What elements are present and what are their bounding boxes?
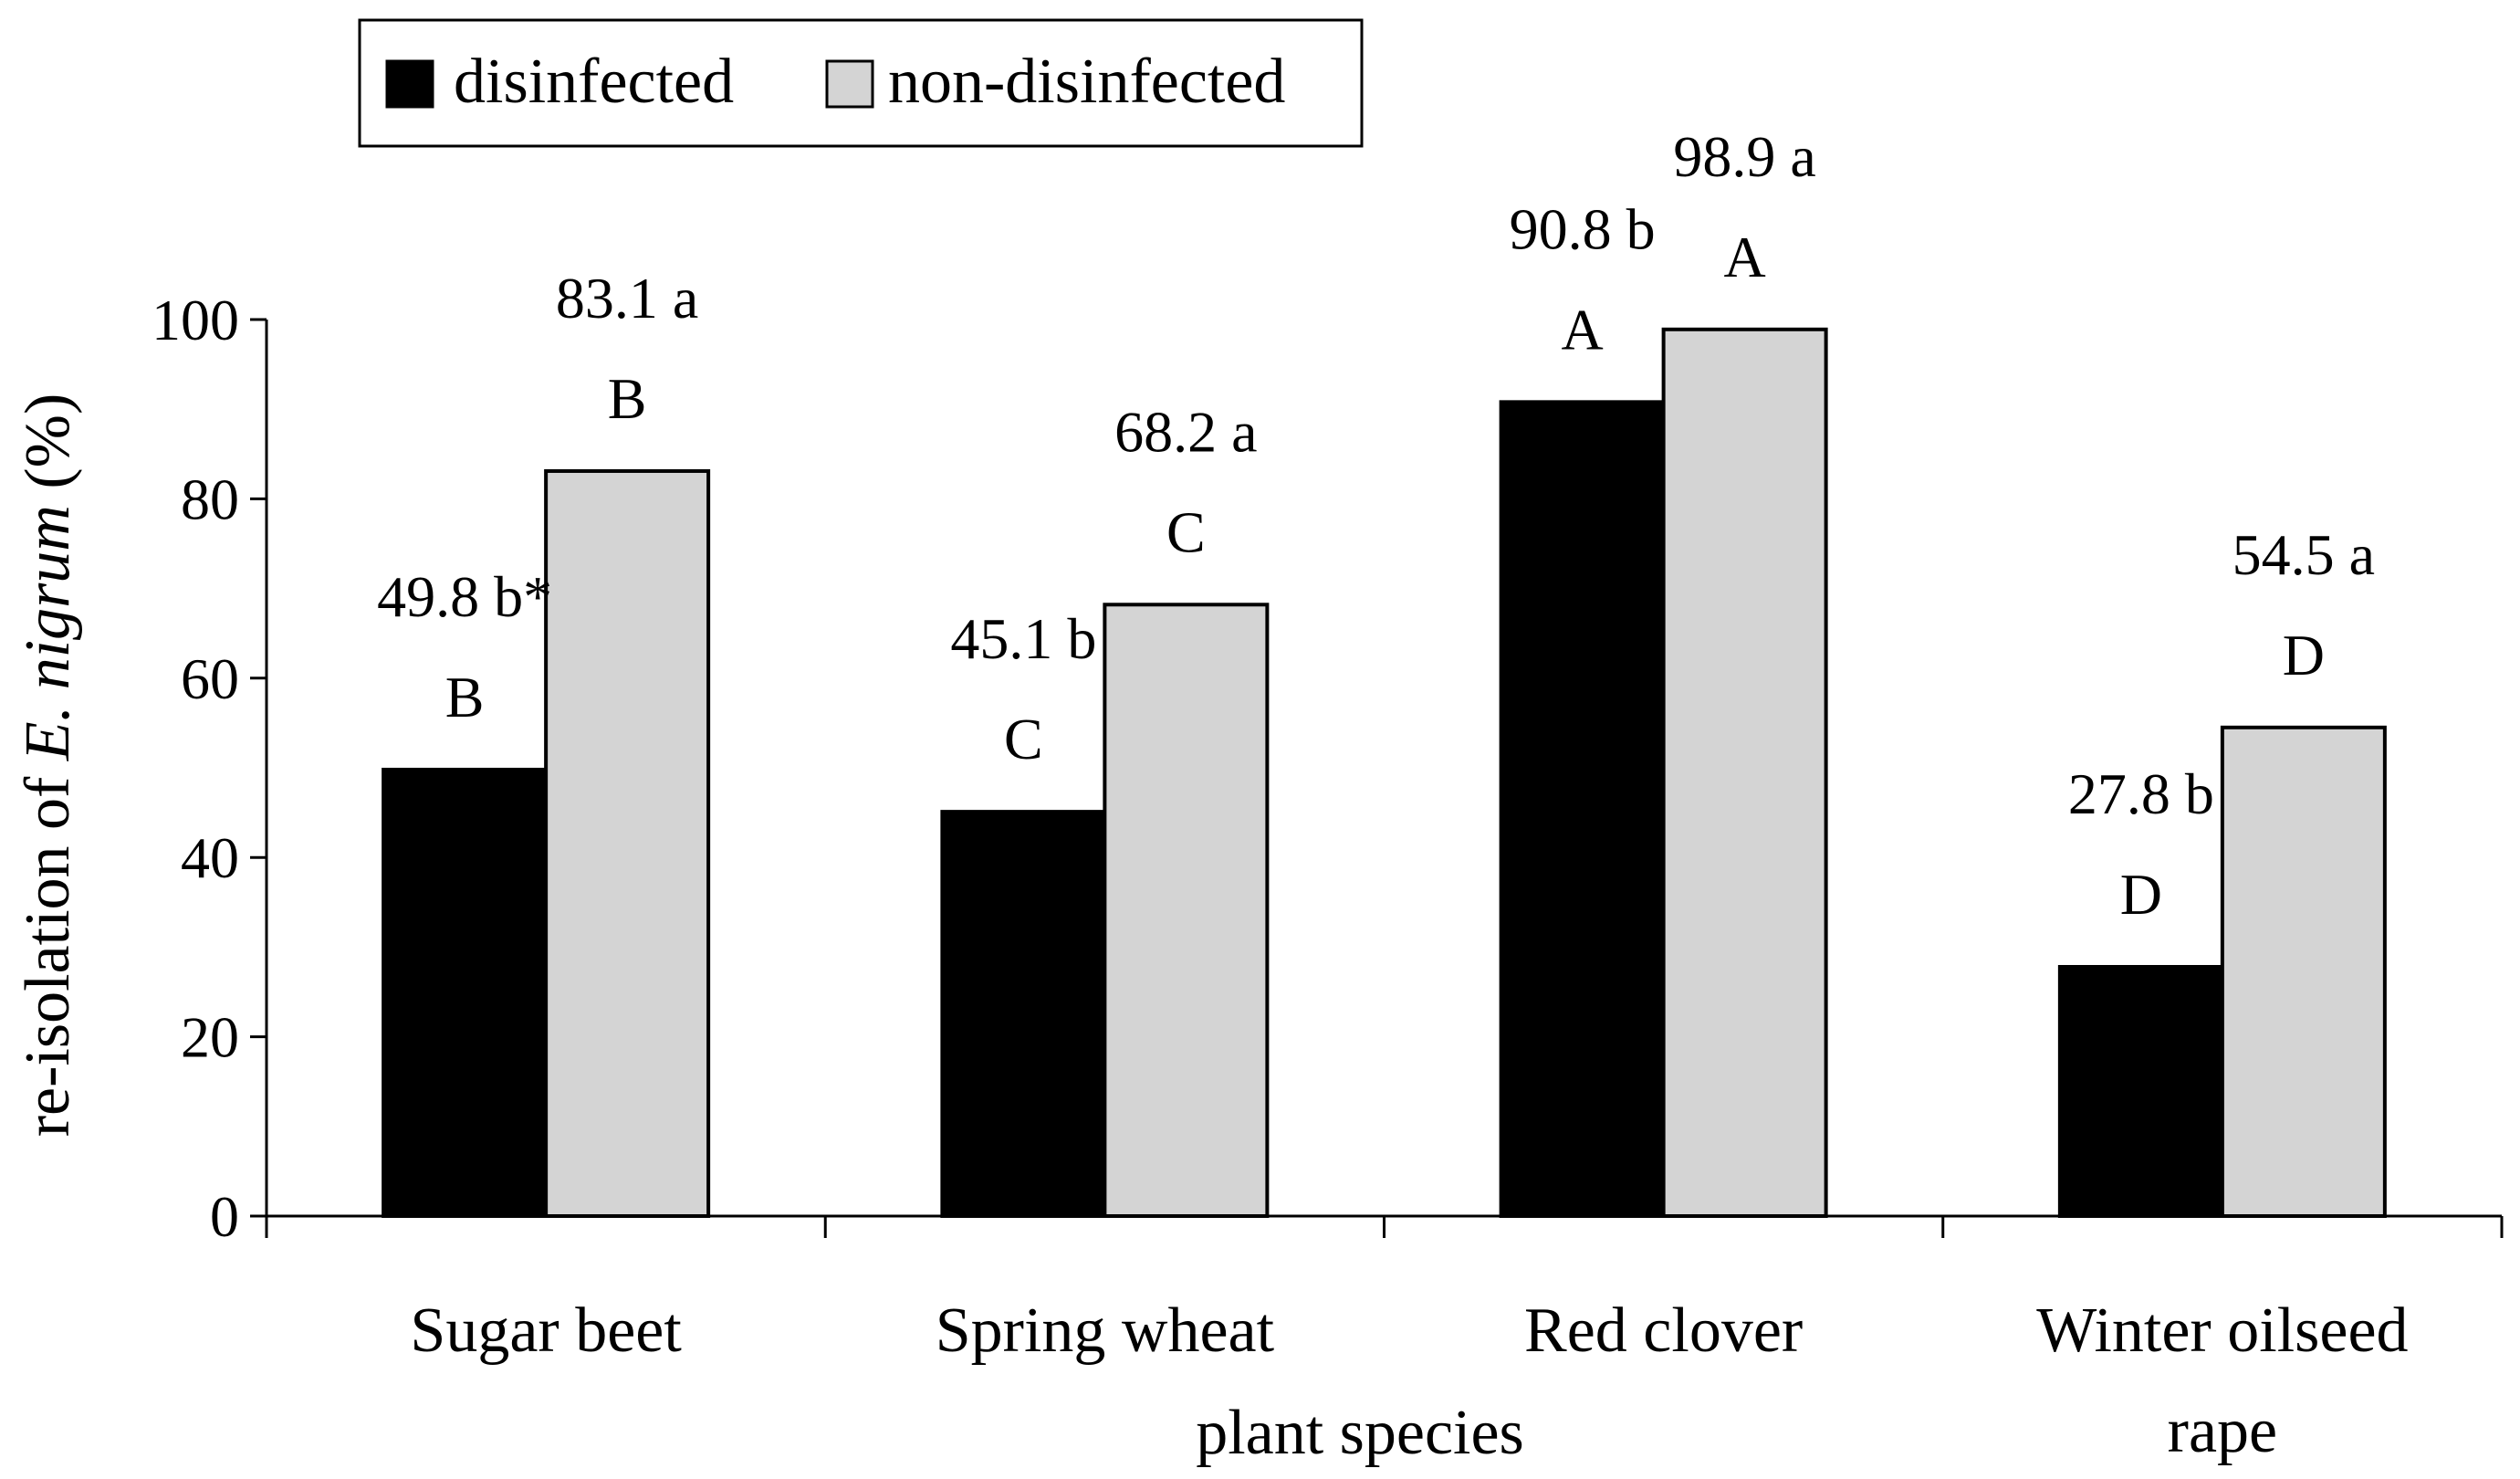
category-label-winter-oilseed-rape: Winter oilseed rape (2036, 1295, 2408, 1466)
value-label-winter-oilseed-rape-non-disinfected: 54.5 a (2232, 522, 2375, 587)
bars (382, 327, 2387, 1219)
bar-spring-wheat-non-disinfected (1103, 603, 1270, 1218)
y-axis-title-suffix: (%) (13, 393, 83, 505)
bar-winter-oilseed-rape-non-disinfected (2220, 725, 2387, 1218)
value-label-winter-oilseed-rape-disinfected: 27.8 b (2068, 761, 2214, 826)
legend-swatch-non-disinfected (825, 59, 874, 109)
category-label-line: rape (2168, 1396, 2277, 1466)
bar-labels: B 49.8 b* B 83.1 a C 45.1 b C 68.2 a A 90.8 b A 98.… (377, 124, 2375, 927)
y-axis-title-italic: E. nigrum (13, 505, 83, 761)
value-label-sugar-beet-disinfected: 49.8 b* (377, 564, 552, 629)
y-axis-title-prefix: re-isolation of (13, 760, 83, 1137)
y-tick-label-40: 40 (181, 825, 239, 890)
y-tick-label-100: 100 (152, 288, 239, 352)
bar-spring-wheat-disinfected (940, 810, 1107, 1218)
legend: disinfected non-disinfected (358, 18, 1364, 148)
legend-swatch-disinfected (385, 59, 434, 109)
value-label-spring-wheat-disinfected: 45.1 b (950, 606, 1096, 671)
bar-red-clover-disinfected (1499, 400, 1666, 1218)
letter-label-winter-oilseed-rape-non-disinfected: D (2283, 623, 2325, 687)
bar-winter-oilseed-rape-disinfected (2057, 965, 2224, 1219)
y-tick-label-20: 20 (181, 1005, 239, 1070)
value-label-red-clover-disinfected: 90.8 b (1510, 196, 1656, 261)
legend-label-non-disinfected: non-disinfected (888, 47, 1285, 117)
x-axis-title: plant species (1196, 1398, 1524, 1468)
letter-label-sugar-beet-disinfected: B (445, 665, 485, 729)
letter-label-red-clover-disinfected: A (1562, 297, 1604, 362)
category-label-line: Sugar beet (410, 1295, 682, 1366)
y-tick-label-0: 0 (210, 1184, 239, 1249)
category-label-sugar-beet: Sugar beet (410, 1295, 682, 1366)
letter-label-spring-wheat-disinfected: C (1004, 707, 1043, 771)
value-label-red-clover-non-disinfected: 98.9 a (1673, 124, 1815, 189)
y-tick-label-60: 60 (181, 646, 239, 711)
y-tick-label-80: 80 (181, 467, 239, 531)
value-label-sugar-beet-non-disinfected: 83.1 a (556, 266, 698, 330)
letter-label-red-clover-non-disinfected: A (1724, 225, 1766, 289)
letter-label-sugar-beet-non-disinfected: B (608, 366, 647, 431)
category-label-spring-wheat: Spring wheat (936, 1295, 1275, 1366)
category-label-line: Spring wheat (936, 1295, 1275, 1366)
x-ticks (265, 1216, 2504, 1238)
bar-sugar-beet-non-disinfected (544, 468, 711, 1218)
bar-red-clover-non-disinfected (1661, 327, 1828, 1218)
letter-label-winter-oilseed-rape-disinfected: D (2120, 862, 2162, 927)
category-label-red-clover: Red clover (1524, 1295, 1803, 1366)
category-label-line: Winter oilseed (2036, 1295, 2408, 1366)
y-ticks: 0 20 40 60 80 100 (152, 288, 267, 1249)
category-label-line: Red clover (1524, 1295, 1803, 1366)
value-label-spring-wheat-non-disinfected: 68.2 a (1114, 399, 1257, 464)
letter-label-spring-wheat-non-disinfected: C (1166, 499, 1206, 564)
bar-sugar-beet-disinfected (382, 767, 549, 1218)
legend-label-disinfected: disinfected (454, 47, 734, 117)
y-axis-title: re-isolation of E. nigrum (%) (13, 393, 83, 1138)
category-labels: Sugar beet Spring wheat Red clover Winter o… (410, 1295, 2408, 1466)
